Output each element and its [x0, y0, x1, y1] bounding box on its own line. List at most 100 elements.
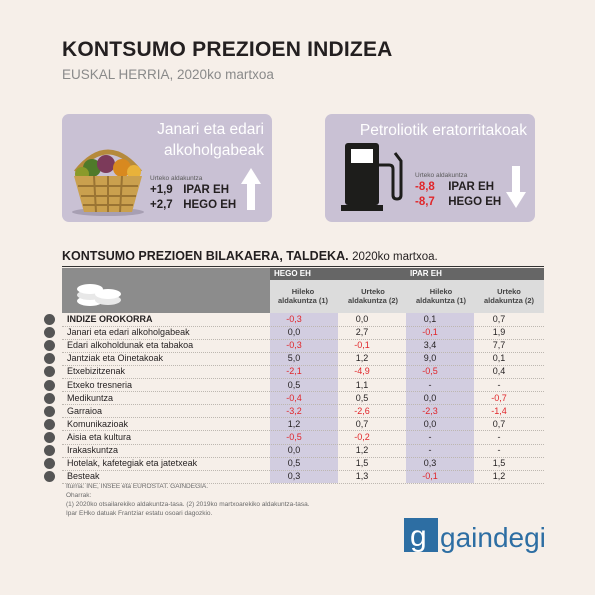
cell-value: 0,3	[423, 458, 437, 469]
table-row: Etxebizitzenak -2,1 -4,9 -0,5 0,4	[0, 365, 595, 379]
cell-value: 0,7	[492, 314, 506, 324]
row-label: Etxeko tresneria	[67, 379, 133, 390]
row-label: Irakaskuntza	[67, 445, 119, 455]
table-row: Jantziak eta Oinetakoak 5,0 1,2 9,0 0,1	[0, 352, 595, 366]
row-divider	[62, 378, 544, 379]
cell-value: -	[428, 379, 432, 390]
row-label: Garraioa	[67, 405, 103, 416]
food-card-small-label: Urteko aldakuntza	[150, 175, 203, 182]
category-icon	[44, 405, 55, 417]
table-header-icon-cell	[62, 268, 270, 313]
table-row: Garraioa -3,2 -2,6 -2,3 -1,4	[0, 405, 595, 419]
category-icon	[44, 431, 55, 443]
row-divider	[62, 404, 544, 406]
cell-value: 0,0	[355, 314, 369, 324]
cell-value: 1,3	[355, 471, 369, 482]
row-label: Janari eta edari alkoholgabeak	[67, 327, 190, 338]
cell-value: 0,3	[287, 471, 301, 482]
table-row: Irakaskuntza 0,0 1,2 - -	[0, 444, 595, 458]
row-label: Hotelak, kafetegiak eta jatetxeak	[67, 458, 198, 469]
note-2: Ipar EHko datuak Frantziar estatu osoari…	[66, 510, 213, 517]
cell-value: -0,7	[491, 392, 507, 403]
cell-value: 0,0	[423, 392, 437, 403]
cell-value: 1,1	[355, 379, 369, 390]
cell-value: 0,0	[423, 418, 437, 429]
row-divider	[62, 391, 544, 393]
cell-value: 9,0	[423, 353, 437, 364]
cell-value: -0,1	[354, 340, 370, 351]
highlight-column-ipar-monthly	[406, 313, 474, 483]
table-row: INDIZE OROKORRA -0,3 0,0 0,1 0,7	[0, 313, 595, 327]
row-divider	[62, 364, 544, 366]
row-label: Medikuntza	[67, 392, 114, 403]
cell-value: 0,1	[423, 314, 437, 324]
svg-text:g: g	[410, 520, 427, 553]
cell-value: -0,3	[286, 340, 302, 351]
cell-value: -2,3	[422, 405, 438, 416]
arrow-down-icon	[506, 166, 526, 208]
cell-value: -	[428, 445, 432, 455]
cell-value: 0,0	[287, 445, 301, 455]
category-icon	[44, 458, 55, 470]
cell-value: 1,2	[355, 353, 369, 364]
col-header-ipar-yearly: Urteko aldakuntza (2)	[483, 287, 534, 305]
row-label: Besteak	[67, 471, 100, 482]
category-icon	[44, 392, 55, 404]
page-title: KONTSUMO PREZIOEN INDIZEA	[62, 38, 393, 61]
table-row: Etxeko tresneria 0,5 1,1 - -	[0, 379, 595, 393]
table-row: Medikuntza -0,4 0,5 0,0 -0,7	[0, 392, 595, 406]
table-title: KONTSUMO PREZIOEN BILAKAERA, TALDEKA. 20…	[62, 249, 438, 263]
category-icon	[44, 445, 55, 456]
cell-value: 2,7	[355, 327, 369, 338]
cell-value: 1,2	[287, 418, 301, 429]
cell-value: -0,3	[286, 314, 302, 324]
coins-icon	[77, 284, 121, 306]
group-header-ipar: IPAR EH	[406, 268, 544, 280]
table-row: Hotelak, kafetegiak eta jatetxeak 0,5 1,5 0…	[0, 457, 595, 471]
category-icon	[44, 314, 55, 325]
row-divider	[62, 482, 544, 484]
cell-value: 5,0	[287, 353, 301, 364]
col-header-ipar-monthly: Hileko aldakuntza (1)	[415, 287, 466, 305]
cell-value: 0,4	[492, 366, 506, 377]
cell-value: -	[428, 431, 432, 442]
cell-value: 1,5	[355, 458, 369, 469]
page-subtitle: EUSKAL HERRIA, 2020ko martxoa	[62, 67, 274, 82]
food-card-title-line2: alkoholgabeak	[164, 142, 264, 159]
cell-value: 0,1	[492, 353, 506, 364]
cell-value: -0,5	[286, 431, 302, 442]
cell-value: 0,5	[355, 392, 369, 403]
row-label: Edari alkoholdunak eta tabakoa	[67, 340, 194, 351]
table-top-rule	[62, 266, 544, 267]
fuel-card-row-hego: -8,7 HEGO EH	[415, 196, 502, 208]
row-label: Komunikazioak	[67, 418, 129, 429]
fuel-card-row-ipar: -8,8 IPAR EH	[415, 181, 494, 193]
gaindegia-logo-mark: g gaindegia	[404, 518, 562, 553]
svg-text:gaindegia: gaindegia	[440, 522, 544, 553]
cell-value: -1,4	[491, 405, 507, 416]
highlight-column-hego-monthly	[270, 313, 338, 483]
cell-value: -0,1	[422, 471, 438, 482]
note-1: (1) 2020ko otsailarekiko aldakuntza-tasa…	[66, 501, 310, 508]
cell-value: -4,9	[354, 366, 370, 377]
cell-value: -0,1	[422, 327, 438, 338]
fuel-card-title: Petroliotik eratorritakoak	[359, 122, 527, 139]
col-header-hego-yearly: Urteko aldakuntza (2)	[347, 287, 398, 305]
row-label: Jantziak eta Oinetakoak	[67, 353, 164, 364]
table-row: Aisia eta kultura -0,5 -0,2 - -	[0, 431, 595, 445]
fuel-pump-icon	[341, 143, 403, 211]
notes-title: Oharrak:	[66, 492, 92, 499]
cell-value: 0,5	[287, 458, 301, 469]
row-divider	[62, 430, 544, 432]
row-label: Etxebizitzenak	[67, 366, 126, 377]
cell-value: 7,7	[492, 340, 506, 351]
cell-value: -0,5	[422, 366, 438, 377]
cell-value: 1,2	[355, 445, 369, 455]
cell-value: 1,9	[492, 327, 506, 338]
category-icon	[44, 379, 55, 391]
cell-value: -0,4	[286, 392, 302, 403]
category-icon	[44, 471, 55, 483]
category-icon	[44, 366, 55, 378]
table-row: Komunikazioak 1,2 0,7 0,0 0,7	[0, 418, 595, 432]
cell-value: 0,5	[287, 379, 301, 390]
